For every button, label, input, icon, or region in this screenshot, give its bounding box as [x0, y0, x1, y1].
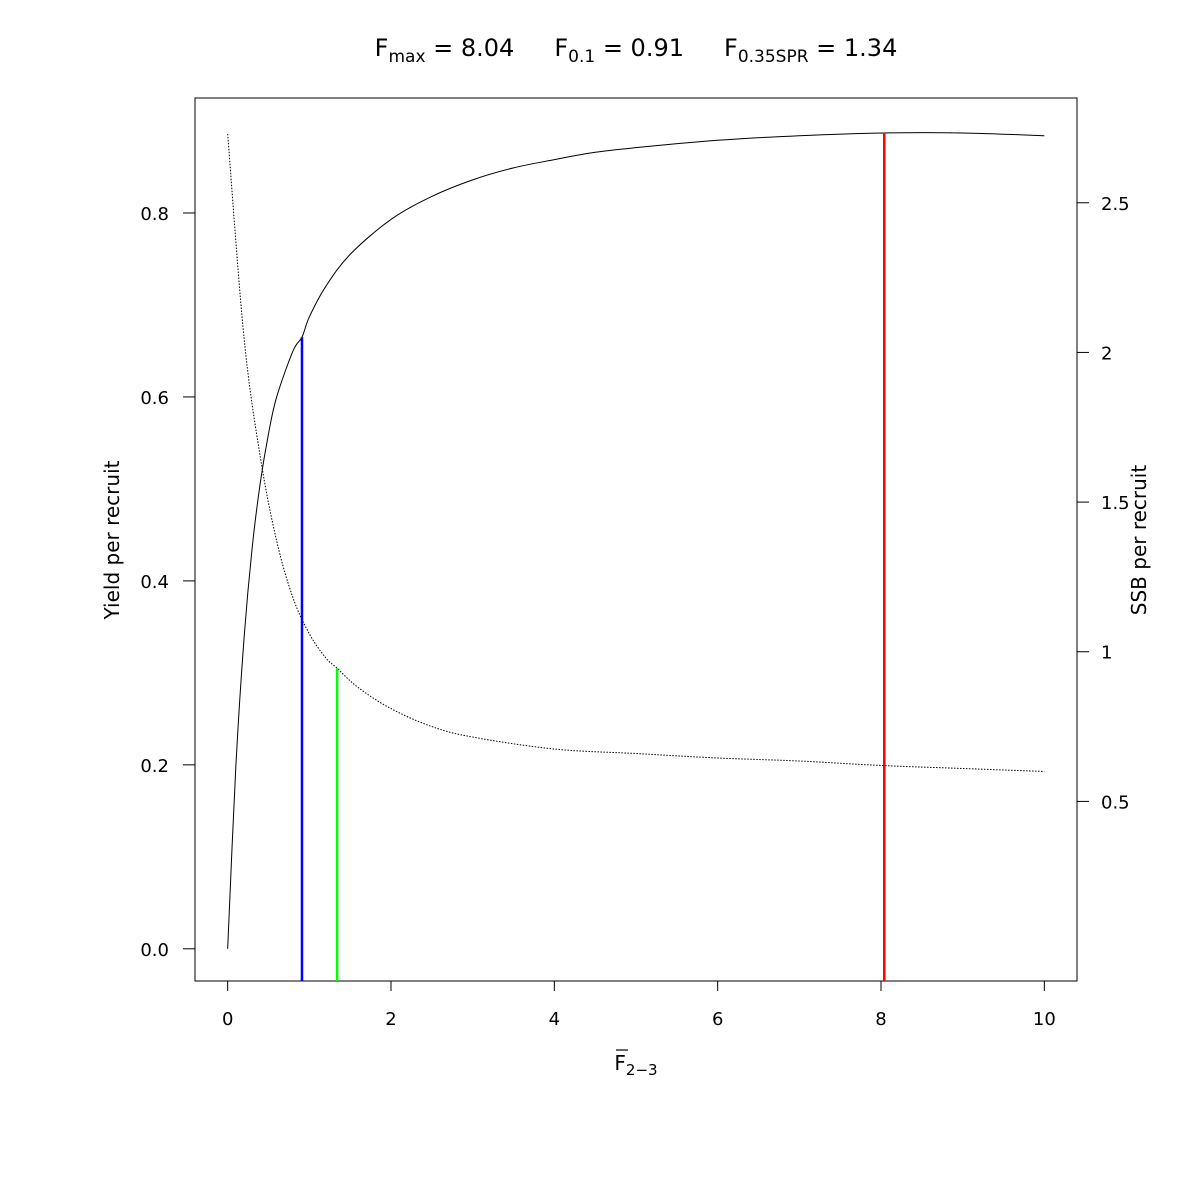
- y-right-tick-label: 1: [1101, 643, 1112, 664]
- y-axis-label-left: Yield per recruit: [100, 460, 124, 620]
- x-tick-label: 6: [712, 1009, 723, 1030]
- y-axis-label-right: SSB per recruit: [1127, 465, 1151, 616]
- x-axis-label: F2−3: [614, 1051, 657, 1079]
- title-part-value: = 8.04: [426, 34, 515, 62]
- y-left-tick-label: 0.4: [140, 572, 169, 593]
- y-left-tick-label: 0.6: [140, 388, 169, 409]
- title-part-main: F: [724, 34, 738, 62]
- yield-per-recruit-line: [227, 132, 1045, 949]
- x-tick-label: 0: [222, 1009, 233, 1030]
- title-part-value: = 0.91: [595, 34, 684, 62]
- title-part-sub: 0.1: [568, 47, 595, 67]
- title-part-main: F: [554, 34, 568, 62]
- y-left-tick-label: 0.8: [140, 204, 169, 225]
- title-part-value: = 1.34: [809, 34, 898, 62]
- x-tick-label: 4: [549, 1009, 560, 1030]
- title-part-sub: max: [388, 47, 425, 67]
- title-part-sub: 0.35SPR: [738, 47, 809, 67]
- chart-title: Fmax = 8.04 F0.1 = 0.91 F0.35SPR = 1.34: [375, 34, 898, 67]
- x-label-main: F: [614, 1051, 626, 1075]
- x-tick-label: 10: [1033, 1009, 1056, 1030]
- x-tick-label: 2: [385, 1009, 396, 1030]
- ssb-per-recruit-line: [227, 133, 1045, 772]
- y-right-tick-label: 0.5: [1101, 792, 1130, 813]
- x-label-sub: 2−3: [626, 1061, 658, 1079]
- y-right-tick-label: 2: [1101, 343, 1112, 364]
- y-left-tick-label: 0.0: [140, 940, 169, 961]
- plot-frame: [194, 97, 1078, 982]
- title-part-main: F: [375, 34, 389, 62]
- x-tick-label: 8: [875, 1009, 886, 1030]
- y-right-tick-label: 1.5: [1101, 493, 1130, 514]
- y-left-tick-label: 0.2: [140, 756, 169, 777]
- y-right-tick-label: 2.5: [1101, 194, 1130, 215]
